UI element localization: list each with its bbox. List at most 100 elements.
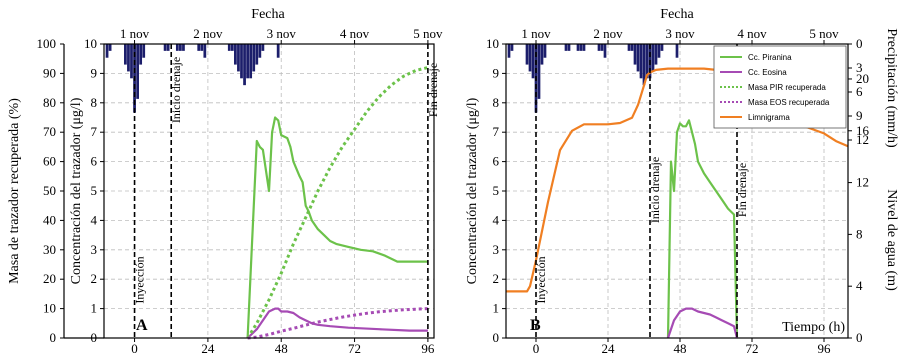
precip-bar [540, 44, 544, 65]
precip-bar [531, 44, 535, 79]
precip-bar [200, 44, 204, 51]
pct-tick-label: 40 [43, 212, 56, 227]
precip-bar [240, 44, 243, 79]
precip-bar [528, 44, 532, 72]
pct-tick-label: 30 [43, 242, 56, 257]
ticks-b: 0 24 48 72 961 nov 2 nov 3 nov 4 nov 5 nov012345… [486, 26, 870, 356]
precip-bars-a [105, 44, 280, 113]
precip-bar [654, 44, 658, 65]
precip-bar [525, 44, 529, 65]
precip-bar [597, 44, 601, 51]
conc-tick-label: 2 [91, 271, 98, 286]
top-tick-label: 2 nov [193, 26, 223, 41]
conc-tick-label: 8 [91, 95, 98, 110]
event-label: Fin drenaje [735, 163, 749, 217]
precip-bar [252, 44, 256, 72]
precip-bar [642, 44, 646, 86]
precip-bar [510, 44, 514, 51]
conc-tick-label: 0 [91, 330, 98, 345]
conc-tick-label: 5 [91, 183, 98, 198]
pct-tick-label: 50 [43, 183, 56, 198]
precip-bar [627, 44, 631, 51]
event-lines-a: Inyección Inicio drenaje Fin drenaje [133, 44, 440, 338]
grid-b [506, 44, 848, 338]
conc-tick-label: 10 [84, 36, 97, 51]
conc-tick-label: 9 [91, 65, 98, 80]
conc-tick-label: 8 [493, 95, 500, 110]
precip-bar [108, 44, 112, 51]
conc-tick-label: 9 [493, 65, 500, 80]
legend-label: Masa PIR recuperada [748, 83, 826, 92]
precip-bar [175, 44, 179, 51]
precip-bar [630, 44, 634, 51]
x-tick-label: 96 [421, 341, 435, 356]
pct-tick-label: 0 [50, 330, 57, 345]
conc-tick-label: 1 [493, 301, 500, 316]
series-line-cc-eosina [246, 307, 428, 339]
water-tick-label: 20 [856, 71, 869, 86]
series-line-masa-pir-recuperada [246, 66, 429, 339]
precip-bar [261, 44, 265, 51]
conc-tick-label: 6 [91, 154, 98, 169]
y-left-title-a: Masa de trazador recuperada (%) [7, 98, 22, 284]
top-tick-label: 4 nov [340, 26, 370, 41]
conc-tick-label: 3 [91, 242, 98, 257]
pct-tick-label: 90 [43, 65, 56, 80]
precip-bar [537, 44, 541, 99]
y-right-water-title-b: Nivel de agua (m) [884, 189, 899, 291]
precip-bar [582, 44, 586, 51]
precip-bar [579, 44, 583, 51]
precip-bar [139, 44, 143, 65]
conc-tick-label: 1 [91, 301, 98, 316]
precip-bar [636, 44, 640, 72]
panel-letter-a: A [136, 317, 148, 334]
series-line-cc-eosina [666, 307, 739, 339]
pct-tick-label: 70 [43, 124, 56, 139]
water-tick-label: 8 [856, 226, 863, 241]
precip-bar [249, 44, 253, 79]
precip-bar [127, 44, 130, 72]
x-tick-label: 24 [201, 341, 215, 356]
precip-bar [197, 44, 201, 51]
event-label: Fin drenaje [426, 63, 440, 117]
x-tick-label: 24 [602, 341, 616, 356]
precip-bar [182, 44, 185, 51]
top-axis-title-a: Fecha [251, 7, 285, 22]
water-tick-label: 4 [856, 278, 863, 293]
x-tick-label: 0 [533, 341, 540, 356]
conc-tick-label: 7 [493, 124, 500, 139]
top-axis-title-b: Fecha [660, 7, 694, 22]
pct-tick-label: 20 [43, 271, 56, 286]
top-tick-label: 1 nov [521, 26, 551, 41]
panel-letter-b: B [530, 317, 541, 334]
precip-tick-label: 12 [856, 132, 869, 147]
precip-bar [142, 44, 146, 58]
precip-bar [600, 44, 604, 51]
precip-bar [543, 44, 547, 58]
x-axis-title-b: Tiempo (h) [782, 320, 845, 335]
y-right-precip-title-b: Precipitación (mm/h) [884, 28, 899, 148]
grid-a [104, 44, 434, 338]
event-label: Inyección [133, 256, 147, 303]
x-tick-label: 96 [818, 341, 832, 356]
conc-tick-label: 6 [493, 154, 500, 169]
precip-bar [105, 44, 109, 58]
conc-tick-label: 3 [493, 242, 500, 257]
x-tick-label: 48 [674, 341, 687, 356]
precip-tick-label: 9 [856, 108, 863, 123]
legend-label: Cc. Piranina [748, 53, 792, 62]
precip-bar [255, 44, 259, 65]
conc-tick-label: 10 [486, 36, 499, 51]
conc-tick-label: 5 [493, 183, 500, 198]
precip-bar [130, 44, 133, 79]
top-tick-label: 5 nov [413, 26, 443, 41]
legend-label: Cc. Eosina [748, 68, 787, 77]
precip-bar [507, 44, 511, 58]
x-tick-label: 0 [131, 341, 138, 356]
precip-bar [136, 44, 139, 99]
x-tick-label: 72 [746, 341, 759, 356]
y-left-title-b: Concentración del trazador (μg/l) [465, 97, 480, 284]
pct-tick-label: 60 [43, 154, 56, 169]
precip-bar [124, 44, 127, 65]
